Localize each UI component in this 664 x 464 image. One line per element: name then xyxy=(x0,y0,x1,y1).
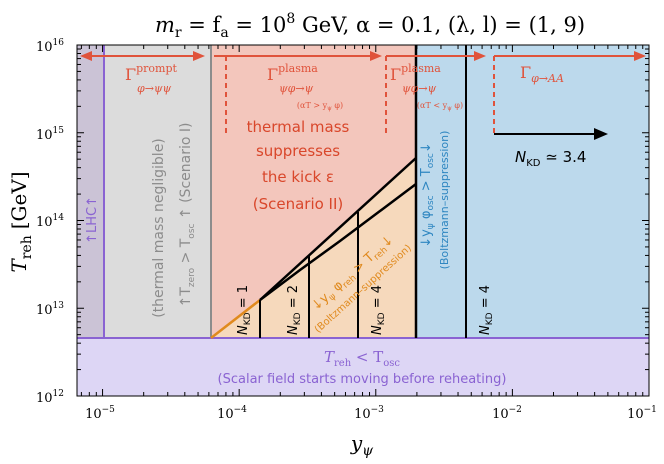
y-tick-14: 1014 xyxy=(36,213,64,230)
x-tick-3: 10−3 xyxy=(354,405,384,422)
x-tick-5: 10−5 xyxy=(85,405,115,422)
region-lhc xyxy=(77,45,104,338)
nkd-label-1: NKD = 1 xyxy=(236,285,253,335)
region-boltzmann-blue xyxy=(416,45,649,338)
y-tick-labels: 1016 1015 1014 1013 1012 xyxy=(36,38,64,406)
nkd-label-4: NKD = 4 xyxy=(370,285,387,335)
svg-text:suppresses: suppresses xyxy=(256,142,340,160)
y-tick-12: 1012 xyxy=(36,389,64,406)
x-tick-4: 10−4 xyxy=(217,405,247,422)
bottom-label-1: Treh < Tosc xyxy=(324,348,400,369)
region-scenario1 xyxy=(104,45,211,338)
rate-label-plasma2: Γplasma xyxy=(390,62,441,84)
axis-ticks xyxy=(77,44,650,397)
region-boltzmann-orange xyxy=(211,158,416,338)
chart-title: mr = fa = 108 GeV, α = 0.1, (λ, l) = (1,… xyxy=(155,11,585,41)
svg-text:the kick ε: the kick ε xyxy=(262,168,334,186)
x-tick-2: 10−2 xyxy=(492,405,522,422)
scenario1-label-1: (thermal mass negligible) xyxy=(151,138,167,318)
nkd-arrow-head xyxy=(594,128,608,140)
blue-label-2: (Boltzmann–suppression) xyxy=(438,131,451,270)
scenario2-label: thermal mass suppresses the kick ε (Scen… xyxy=(247,118,350,213)
rate-label-plasma2-sub: ψφ→ψ xyxy=(402,82,437,95)
plot-area xyxy=(76,44,650,397)
x-tick-1: 10−1 xyxy=(627,405,657,422)
x-tick-labels: 10−5 10−4 10−3 10−2 10−1 xyxy=(85,405,657,422)
scenario1-label-2: ↑Tzero > Tosc ↑ (Scenario I) xyxy=(178,123,197,308)
region-treh-lt-tosc xyxy=(77,338,649,396)
rate-label-prompt: Γprompt xyxy=(125,62,178,84)
nkd-label-2: NKD = 2 xyxy=(286,285,303,335)
y-axis-label: Treh[GeV] xyxy=(7,171,35,272)
boundary-diag xyxy=(259,157,417,301)
x-axis-label: yψ xyxy=(350,431,374,459)
boundary-curve xyxy=(259,183,417,301)
svg-text:thermal mass: thermal mass xyxy=(247,118,350,136)
rate-arrows xyxy=(80,51,646,135)
bottom-label-2: (Scalar field starts moving before rehea… xyxy=(218,372,507,387)
boundary-curve-orange xyxy=(210,299,261,339)
rate-label-aa: Γφ→AA xyxy=(520,63,564,85)
rate-label-plasma1-cond: (αT > yψ φ) xyxy=(297,101,343,112)
lhc-label: ↑LHC↑ xyxy=(85,196,100,244)
rate-label-plasma1: Γplasma xyxy=(267,62,318,84)
nkd-label-4b: NKD = 4 xyxy=(478,285,495,335)
rate-label-plasma2-cond: (αT < yψ φ) xyxy=(417,101,463,112)
y-tick-13: 1013 xyxy=(36,301,64,318)
blue-label-1: ↓yψ φosc > Tosc↓ xyxy=(419,142,436,248)
y-tick-15: 1015 xyxy=(36,126,64,143)
rate-label-plasma1-sub: ψφ→ψ xyxy=(279,82,314,95)
y-tick-16: 1016 xyxy=(36,38,64,55)
rate-label-prompt-sub: φ→ψψ xyxy=(137,82,172,95)
nkd-arrow-label: NKD ≃ 3.4 xyxy=(515,148,586,169)
svg-text:(Scenario II): (Scenario II) xyxy=(253,195,344,213)
